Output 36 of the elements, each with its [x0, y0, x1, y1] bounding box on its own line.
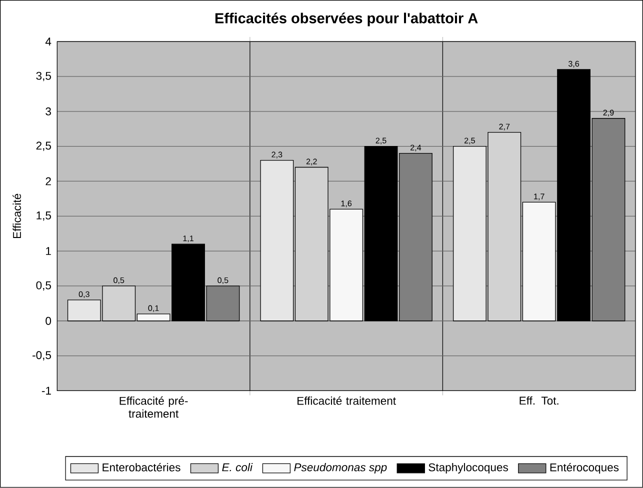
y-axis-title: Efficacité: [12, 194, 21, 238]
data-label: 0,5: [218, 278, 228, 284]
legend-label: Enterobactéries: [102, 463, 180, 472]
data-label: 1,1: [183, 236, 194, 242]
legend-label: Staphylocoques: [428, 463, 508, 474]
chart-title: Efficacités observées pour l'abattoir A: [215, 12, 478, 26]
data-label: 0,3: [78, 292, 90, 298]
data-label: 2,4: [410, 144, 422, 152]
legend-label: Pseudomonas spp: [294, 463, 387, 474]
y-tick-label: 2,5: [36, 142, 51, 152]
data-label: 2,9: [603, 110, 614, 117]
y-tick-label: 3,5: [36, 72, 51, 82]
data-label: 2,7: [499, 124, 510, 131]
y-tick-label: 4: [45, 38, 52, 46]
data-label: 2,2: [306, 158, 317, 166]
x-tick-label: Efficacité pré- traitement: [120, 396, 188, 418]
y-tick-label: 3: [46, 108, 51, 116]
data-label: 0,5: [114, 278, 124, 284]
legend-label: Entérocoques: [550, 463, 619, 474]
y-tick-label: -1: [42, 387, 51, 395]
y-tick-label: 1,5: [36, 212, 51, 221]
data-label: 2,5: [376, 138, 386, 145]
data-label: 1,7: [534, 194, 544, 200]
data-label: 1,6: [341, 200, 352, 208]
data-label: 2,3: [272, 152, 282, 159]
y-tick-label: -0,5: [32, 351, 51, 361]
data-label: 2,5: [464, 138, 475, 145]
x-tick-label: Efficacité traitement: [298, 396, 396, 405]
x-tick-label: Eff. Tot.: [520, 396, 558, 405]
y-tick-label: 1: [46, 247, 51, 256]
data-label: 3,6: [568, 61, 580, 68]
y-tick-label: 0: [46, 317, 52, 326]
y-tick-label: 0,5: [36, 282, 51, 291]
legend-label: E. coli: [222, 463, 253, 472]
y-tick-label: 2: [46, 177, 51, 186]
data-label: 0,1: [148, 305, 159, 312]
